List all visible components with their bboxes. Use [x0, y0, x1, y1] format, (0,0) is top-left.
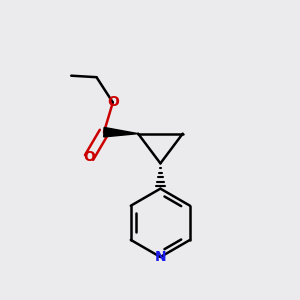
- Text: O: O: [107, 95, 119, 110]
- Text: O: O: [83, 150, 95, 164]
- Text: N: N: [154, 250, 166, 264]
- Polygon shape: [104, 128, 138, 137]
